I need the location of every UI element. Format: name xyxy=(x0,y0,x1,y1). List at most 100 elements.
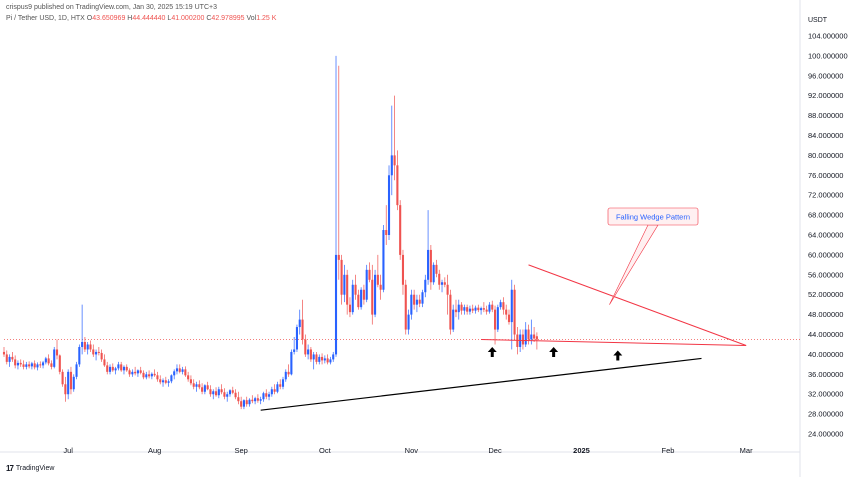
candle-body xyxy=(131,371,134,375)
candle-body xyxy=(156,375,159,380)
candle-body xyxy=(468,308,471,312)
candle-body xyxy=(429,249,432,283)
candle-body xyxy=(407,314,410,330)
candle-body xyxy=(390,155,393,176)
candle-body xyxy=(153,373,156,376)
candle-body xyxy=(8,356,11,362)
open-label: O xyxy=(86,15,93,22)
x-tick-label: Jul xyxy=(63,446,73,455)
candle-body xyxy=(175,368,179,372)
candle-body xyxy=(245,400,248,405)
candle-body xyxy=(521,334,524,345)
candle-body xyxy=(460,304,463,311)
candle-body xyxy=(415,299,418,305)
candle-body xyxy=(203,385,206,392)
candle-body xyxy=(198,384,201,388)
candle-body xyxy=(16,362,19,366)
candle-body xyxy=(2,351,6,355)
y-tick-label: 76.000000 xyxy=(808,171,843,180)
up-arrow-icon xyxy=(487,346,497,357)
x-tick-label: Sep xyxy=(234,446,247,455)
candle-body xyxy=(254,398,257,402)
candle-body xyxy=(530,334,533,340)
candle-body xyxy=(136,370,139,374)
candle-body xyxy=(192,383,195,387)
y-tick-label: 60.000000 xyxy=(808,250,843,259)
candle-body xyxy=(47,358,50,364)
y-tick-label: 104.000000 xyxy=(808,31,848,40)
candle-body xyxy=(201,387,204,392)
y-tick-label: 24.000000 xyxy=(808,430,843,439)
candle-body xyxy=(108,366,112,372)
candle-body xyxy=(284,371,287,380)
candle-body xyxy=(446,284,449,295)
x-tick-label: Nov xyxy=(405,446,419,455)
volume-label: Vol xyxy=(246,15,257,22)
candle-body xyxy=(371,279,374,315)
candle-body xyxy=(474,307,477,311)
tradingview-brand: 17 TradingView xyxy=(6,464,54,473)
candle-body xyxy=(167,381,170,383)
candle-body xyxy=(304,339,307,355)
candle-body xyxy=(399,205,402,255)
candle-body xyxy=(220,389,223,393)
candle-body xyxy=(97,351,100,353)
candle-body xyxy=(346,274,349,305)
candle-body xyxy=(53,349,56,367)
y-tick-label: 96.000000 xyxy=(808,71,843,80)
candle-body xyxy=(217,389,220,396)
candle-body xyxy=(368,269,371,280)
candle-body xyxy=(122,366,126,371)
candle-body xyxy=(248,399,251,405)
candle-body xyxy=(148,374,151,377)
volume-value: 1.25 K xyxy=(256,15,277,22)
candle-body xyxy=(443,282,446,285)
candle-body xyxy=(159,379,162,383)
candle-body xyxy=(329,359,332,363)
x-tick-label: 2025 xyxy=(573,446,590,455)
candle-body xyxy=(435,264,438,274)
close-label: C xyxy=(206,15,212,22)
candle-body xyxy=(376,274,379,285)
candle-body xyxy=(477,307,480,311)
symbol-label: Pi / Tether USD, 1D, HTX xyxy=(6,15,85,22)
candle-body xyxy=(493,309,497,330)
x-tick-label: Feb xyxy=(662,446,675,455)
candle-body xyxy=(55,349,59,356)
y-tick-label: 48.000000 xyxy=(808,310,843,319)
candle-body xyxy=(337,254,340,260)
candle-body xyxy=(268,394,271,397)
candle-body xyxy=(276,384,279,392)
y-tick-label: 28.000000 xyxy=(808,410,843,419)
candle-body xyxy=(365,269,368,300)
candle-body xyxy=(145,374,148,378)
candle-body xyxy=(212,391,215,395)
candle-body xyxy=(100,352,103,360)
candle-body xyxy=(83,341,86,350)
y-tick-label: 100.000000 xyxy=(808,51,848,60)
candle-body xyxy=(178,368,181,372)
candle-body xyxy=(424,279,427,293)
candle-body xyxy=(362,289,365,300)
candle-body xyxy=(142,372,145,378)
candle-body xyxy=(281,379,285,387)
candle-body xyxy=(452,309,455,330)
candle-body xyxy=(228,390,232,395)
candle-body xyxy=(164,380,167,383)
candle-body xyxy=(173,371,176,376)
y-tick-label: 36.000000 xyxy=(808,370,843,379)
y-tick-label: 84.000000 xyxy=(808,131,843,140)
candle-body xyxy=(421,292,424,304)
open-value: 43.650969 xyxy=(92,15,126,22)
candle-body xyxy=(33,363,36,368)
candle-body xyxy=(323,358,326,361)
candle-body xyxy=(5,354,8,362)
candle-body xyxy=(265,393,268,397)
candle-body xyxy=(301,319,304,340)
candle-body xyxy=(240,401,243,407)
currency-label: USDT xyxy=(808,17,828,24)
brand-label: TradingView xyxy=(15,465,55,472)
up-arrow-icon xyxy=(613,350,623,361)
candle-body xyxy=(379,284,382,290)
